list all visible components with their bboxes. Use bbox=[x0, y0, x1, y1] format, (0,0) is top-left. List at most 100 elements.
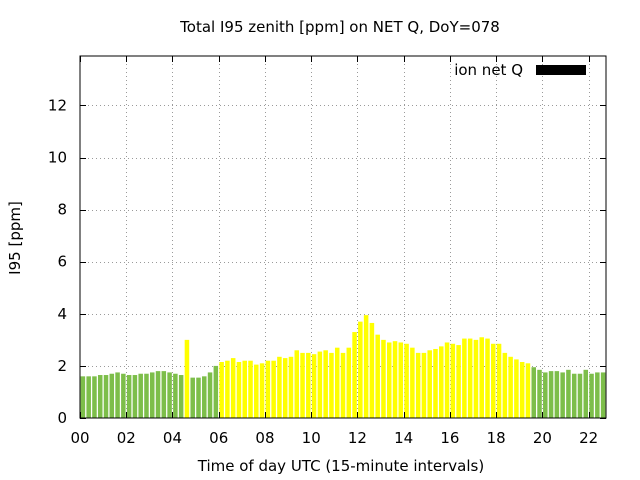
y-tick-label-6: 6 bbox=[57, 253, 67, 271]
y-tick-label-4: 4 bbox=[57, 305, 67, 323]
bar-57 bbox=[410, 347, 415, 418]
x-tick-label-08: 08 bbox=[255, 429, 274, 447]
bar-62 bbox=[439, 346, 444, 418]
x-tick-label-12: 12 bbox=[348, 429, 367, 447]
bar-77 bbox=[525, 363, 531, 418]
x-tick-label-00: 00 bbox=[70, 429, 89, 447]
bar-7 bbox=[121, 373, 126, 418]
x-tick-label-04: 04 bbox=[163, 429, 182, 447]
bar-78 bbox=[531, 367, 536, 418]
legend-label-ion-net-q: ion net Q bbox=[454, 61, 523, 79]
bar-49 bbox=[363, 315, 369, 418]
bar-75 bbox=[514, 359, 519, 418]
bar-50 bbox=[369, 322, 375, 418]
bar-35 bbox=[282, 358, 288, 418]
bar-56 bbox=[404, 343, 409, 418]
bar-13 bbox=[155, 371, 161, 418]
y-axis-label: I95 [ppm] bbox=[6, 201, 24, 275]
bar-52 bbox=[381, 339, 386, 418]
bar-28 bbox=[242, 360, 247, 418]
bars-group bbox=[80, 315, 606, 418]
bar-14 bbox=[161, 371, 167, 418]
x-tick-label-18: 18 bbox=[487, 429, 506, 447]
bar-60 bbox=[427, 350, 432, 418]
bar-43 bbox=[329, 352, 334, 418]
bar-82 bbox=[554, 371, 560, 418]
bar-73 bbox=[502, 352, 508, 418]
x-tick-label-22: 22 bbox=[579, 429, 598, 447]
bar-39 bbox=[306, 352, 311, 418]
bar-27 bbox=[236, 362, 242, 418]
bar-64 bbox=[450, 343, 456, 418]
bar-80 bbox=[543, 372, 548, 418]
legend: ion net Q bbox=[454, 61, 586, 79]
bar-15 bbox=[167, 372, 172, 418]
bar-47 bbox=[352, 332, 357, 418]
legend-swatch-ion-net-q bbox=[536, 65, 586, 75]
bar-22 bbox=[207, 372, 213, 418]
bar-88 bbox=[589, 373, 594, 418]
bar-19 bbox=[190, 377, 195, 418]
y-tick-label-2: 2 bbox=[57, 357, 67, 375]
bar-41 bbox=[317, 351, 323, 418]
bar-31 bbox=[259, 363, 265, 418]
bar-10 bbox=[138, 373, 143, 418]
x-tick-label-02: 02 bbox=[117, 429, 136, 447]
bar-63 bbox=[444, 342, 450, 418]
bar-11 bbox=[144, 373, 149, 418]
bar-87 bbox=[583, 369, 589, 418]
bar-90 bbox=[600, 372, 606, 418]
bar-3 bbox=[97, 375, 103, 418]
bar-42 bbox=[323, 350, 328, 418]
y-tick-labels: 0 2 4 6 8 10 12 bbox=[48, 96, 67, 427]
bar-30 bbox=[254, 364, 259, 418]
bar-26 bbox=[230, 358, 236, 418]
bar-45 bbox=[340, 352, 346, 418]
bar-5 bbox=[109, 373, 115, 418]
bar-0 bbox=[80, 376, 86, 418]
plot-frame bbox=[79, 55, 607, 419]
x-tick-label-16: 16 bbox=[440, 429, 459, 447]
bar-36 bbox=[288, 356, 294, 418]
bar-40 bbox=[311, 354, 317, 418]
bar-24 bbox=[219, 362, 224, 418]
bar-2 bbox=[92, 376, 97, 418]
bar-59 bbox=[421, 352, 427, 418]
bar-53 bbox=[386, 342, 392, 418]
bar-58 bbox=[415, 352, 421, 418]
bar-69 bbox=[479, 337, 484, 418]
x-axis-label: Time of day UTC (15-minute intervals) bbox=[197, 457, 484, 475]
bar-16 bbox=[173, 373, 178, 418]
x-tick-label-14: 14 bbox=[394, 429, 413, 447]
bar-9 bbox=[132, 375, 138, 418]
bar-51 bbox=[375, 334, 380, 418]
bar-68 bbox=[473, 339, 479, 418]
bar-74 bbox=[508, 356, 513, 418]
bar-67 bbox=[467, 338, 473, 418]
bar-6 bbox=[115, 372, 120, 418]
axis-ticks bbox=[80, 56, 606, 419]
bar-20 bbox=[196, 377, 201, 418]
bar-48 bbox=[358, 321, 363, 418]
bar-89 bbox=[595, 372, 600, 418]
y-tick-label-12: 12 bbox=[48, 96, 67, 114]
bar-23 bbox=[213, 365, 219, 418]
chart-title: Total I95 zenith [ppm] on NET Q, DoY=078 bbox=[179, 18, 500, 36]
bar-70 bbox=[485, 338, 490, 418]
x-tick-label-20: 20 bbox=[533, 429, 552, 447]
y-tick-label-10: 10 bbox=[48, 149, 67, 167]
y-tick-label-0: 0 bbox=[57, 409, 67, 427]
bar-71 bbox=[491, 343, 496, 418]
bar-12 bbox=[150, 372, 155, 418]
bar-84 bbox=[566, 369, 571, 418]
bar-76 bbox=[519, 362, 525, 418]
bar-29 bbox=[248, 360, 253, 418]
bar-86 bbox=[577, 373, 583, 418]
x-tick-label-06: 06 bbox=[209, 429, 228, 447]
bar-85 bbox=[571, 373, 577, 418]
bar-72 bbox=[496, 343, 502, 418]
bar-79 bbox=[537, 369, 542, 418]
x-tick-label-10: 10 bbox=[302, 429, 321, 447]
bar-81 bbox=[548, 371, 554, 418]
